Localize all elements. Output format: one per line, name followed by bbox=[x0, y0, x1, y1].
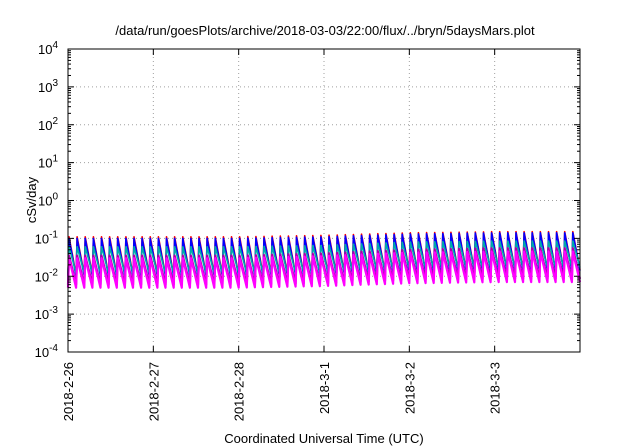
chart-title: /data/run/goesPlots/archive/2018-03-03/2… bbox=[115, 23, 535, 38]
x-axis: 2018-2-26 2018-2-27 2018-2-28 2018-3-1 2018-… bbox=[61, 49, 503, 421]
y-tick-label: 10-1 bbox=[35, 229, 59, 246]
y-tick-label: 102 bbox=[38, 116, 58, 133]
x-tick-label: 2018-3-2 bbox=[402, 362, 417, 414]
y-tick-label: 10-3 bbox=[35, 305, 59, 322]
x-axis-label: Coordinated Universal Time (UTC) bbox=[224, 431, 423, 446]
x-tick-label: 2018-3-1 bbox=[317, 362, 332, 414]
y-tick-label: 100 bbox=[38, 192, 58, 209]
x-tick-label: 2018-2-27 bbox=[146, 362, 161, 421]
grid bbox=[68, 49, 580, 352]
y-tick-label: 10-4 bbox=[35, 343, 59, 360]
series-line-5 bbox=[66, 250, 582, 289]
x-tick-label: 2018-2-26 bbox=[61, 362, 76, 421]
y-tick-label: 10-2 bbox=[35, 267, 59, 284]
y-tick-label: 101 bbox=[38, 154, 58, 171]
y-tick-label: 104 bbox=[38, 40, 58, 57]
series-line-2 bbox=[67, 232, 581, 278]
y-tick-label: 103 bbox=[38, 78, 58, 95]
series-layer bbox=[66, 230, 582, 289]
x-tick-label: 2018-3-3 bbox=[488, 362, 503, 414]
y-axis-label: cSv/day bbox=[24, 176, 39, 223]
x-tick-label: 2018-2-28 bbox=[232, 362, 247, 421]
series-line-3 bbox=[67, 240, 581, 275]
y-axis: 10-4 10-3 10-2 10-1 100 101 102 103 104 bbox=[35, 40, 580, 360]
